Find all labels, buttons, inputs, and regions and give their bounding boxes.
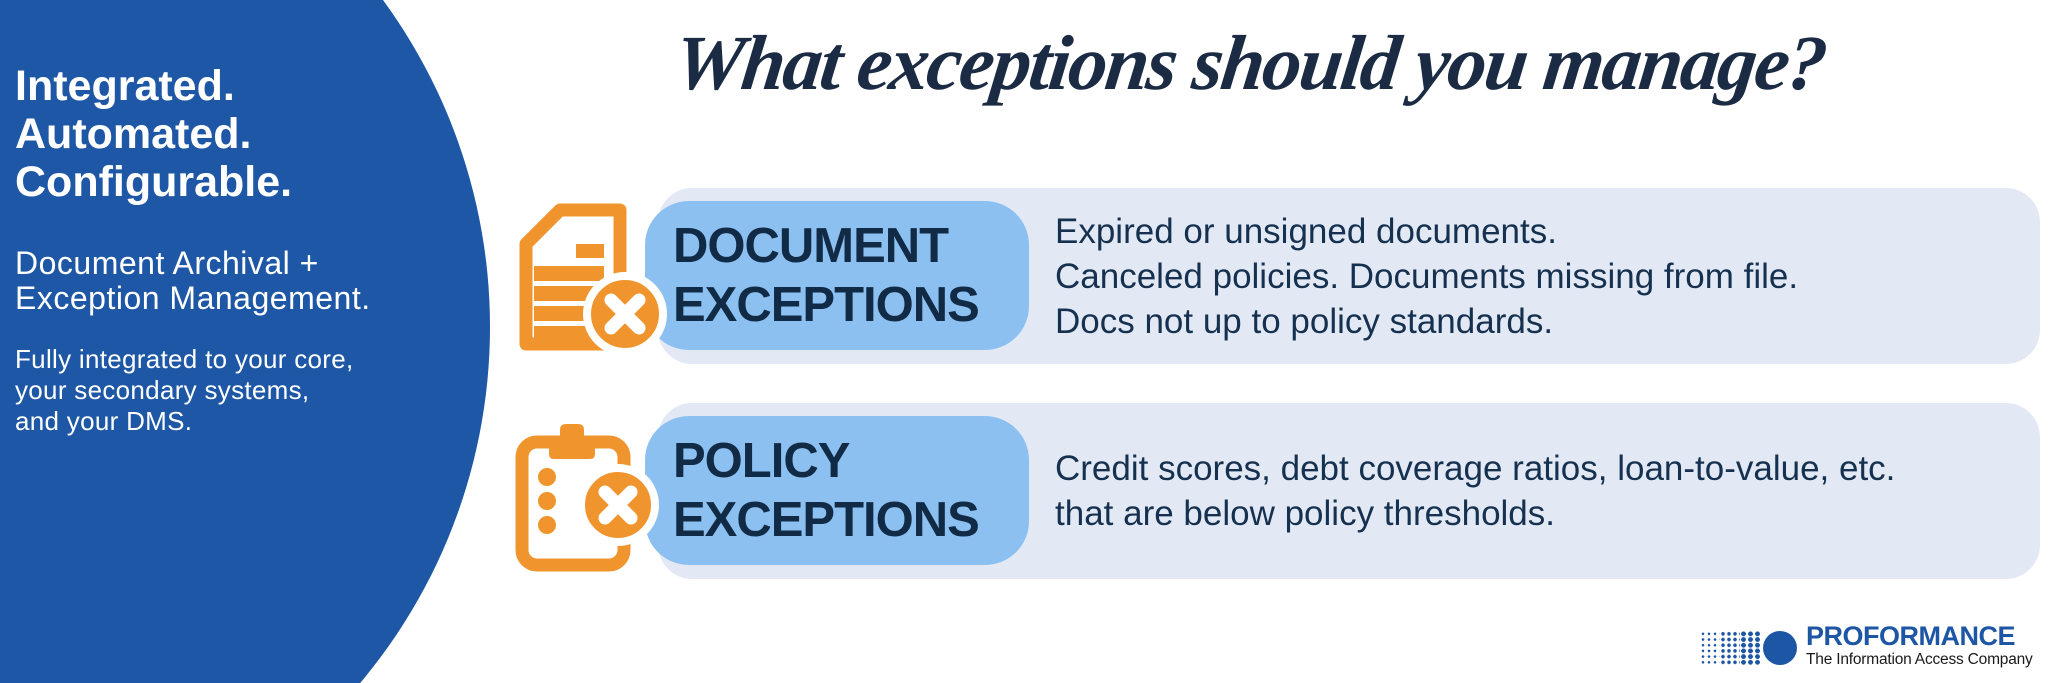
- panel-subheadline-line: Document Archival +: [15, 245, 319, 281]
- left-panel-circle: [0, 0, 490, 683]
- panel-headline-line: Configurable.: [15, 158, 293, 206]
- description-line: that are below policy thresholds.: [1055, 494, 1555, 533]
- logo-circle: [1763, 630, 1797, 665]
- label-line: EXCEPTIONS: [673, 492, 980, 547]
- policy-exceptions-row: POLICY EXCEPTIONS Credit scores, debt co…: [645, 403, 2040, 579]
- panel-body-line: Fully integrated to your core,: [15, 344, 354, 374]
- document-exceptions-description: Expired or unsigned documents. Canceled …: [1055, 188, 1798, 364]
- document-exceptions-row: DOCUMENT EXCEPTIONS Expired or unsigned …: [645, 188, 2040, 364]
- logo-tagline: The Information Access Company: [1806, 651, 2033, 669]
- logo-halftone-pattern: [1700, 630, 1762, 665]
- panel-subheadline: Document Archival + Exception Management…: [15, 246, 371, 316]
- description-line: Expired or unsigned documents.: [1055, 211, 1557, 251]
- label-line: DOCUMENT: [673, 218, 949, 273]
- x-mark: [604, 293, 646, 335]
- clipboard-x-icon: [514, 422, 674, 578]
- description-line: Docs not up to policy standards.: [1055, 301, 1554, 341]
- label-line: POLICY: [673, 433, 850, 488]
- page-title: What exceptions should you manage?: [669, 19, 1831, 106]
- panel-subheadline-line: Exception Management.: [15, 280, 371, 316]
- panel-headline-line: Automated.: [15, 110, 252, 158]
- description-line: Canceled policies. Documents missing fro…: [1055, 256, 1799, 296]
- policy-exceptions-description: Credit scores, debt coverage ratios, loa…: [1055, 403, 1895, 579]
- document-x-icon: [512, 202, 672, 358]
- proformance-logo: PROFORMANCE The Information Access Compa…: [1700, 618, 2045, 673]
- document-exceptions-label: DOCUMENT EXCEPTIONS: [645, 201, 1029, 350]
- x-mark: [598, 485, 638, 525]
- label-line: EXCEPTIONS: [673, 277, 980, 332]
- panel-body-line: your secondary systems,: [15, 375, 310, 405]
- policy-exceptions-label: POLICY EXCEPTIONS: [645, 416, 1029, 565]
- panel-headline: Integrated. Automated. Configurable.: [15, 62, 292, 206]
- panel-headline-line: Integrated.: [15, 62, 235, 110]
- panel-body-text: Fully integrated to your core, your seco…: [15, 344, 354, 437]
- panel-body-line: and your DMS.: [15, 406, 193, 436]
- logo-company-name: PROFORMANCE: [1806, 621, 2015, 652]
- description-line: Credit scores, debt coverage ratios, loa…: [1055, 449, 1896, 488]
